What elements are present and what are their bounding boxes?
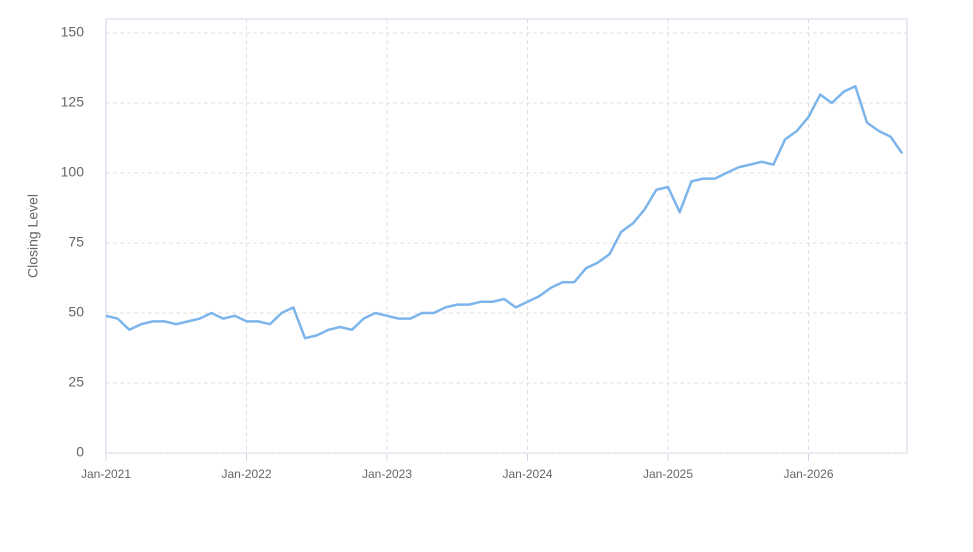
y-tick-label: 75 bbox=[68, 234, 84, 250]
y-tick-label: 150 bbox=[61, 24, 85, 40]
series-line bbox=[105, 84, 904, 340]
x-tick-label: Jan-2023 bbox=[362, 467, 412, 481]
x-tick-label: Jan-2024 bbox=[502, 467, 552, 481]
y-tick-label: 100 bbox=[61, 164, 85, 180]
plot-frame bbox=[105, 18, 908, 454]
x-tick-label: Jan-2025 bbox=[643, 467, 693, 481]
y-tick-label: 125 bbox=[61, 94, 85, 110]
x-tick-label: Jan-2026 bbox=[783, 467, 833, 481]
y-tick-label: 0 bbox=[76, 444, 84, 460]
x-tick-label: Jan-2022 bbox=[221, 467, 271, 481]
y-tick-label: 50 bbox=[68, 304, 84, 320]
x-tick-label: Jan-2021 bbox=[81, 467, 131, 481]
y-tick-label: 25 bbox=[68, 374, 84, 390]
y-axis-label: Closing Level bbox=[25, 194, 41, 278]
